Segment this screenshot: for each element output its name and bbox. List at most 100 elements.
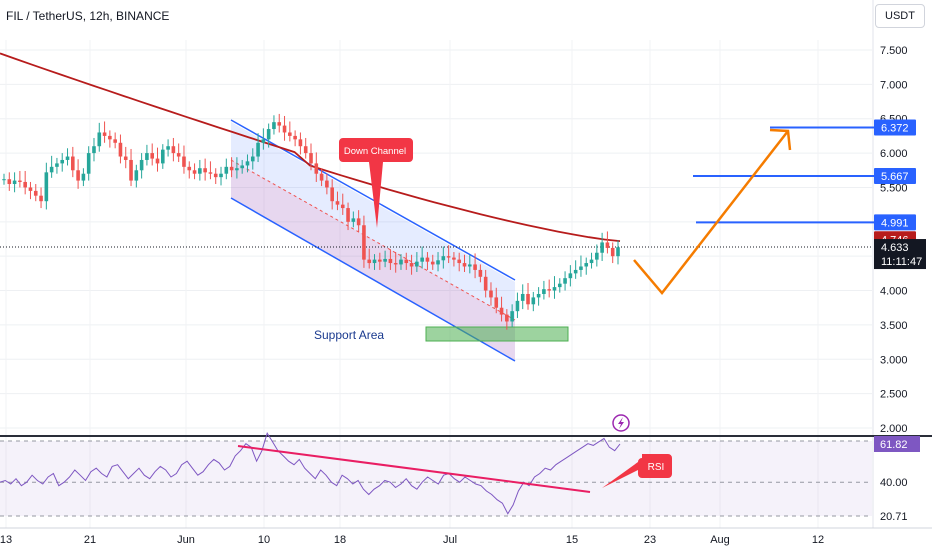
price-badge-label: 4.991 bbox=[881, 217, 909, 229]
candle-body bbox=[557, 283, 562, 288]
candle-body bbox=[436, 260, 440, 265]
candle-body bbox=[187, 166, 192, 171]
candle-body bbox=[430, 261, 435, 265]
rsi-line bbox=[0, 431, 621, 515]
candle-body bbox=[33, 190, 38, 196]
price-tick-label: 3.000 bbox=[880, 354, 908, 366]
candle-body bbox=[44, 172, 49, 202]
candle-body bbox=[489, 290, 493, 298]
time-tick-label: 21 bbox=[84, 534, 96, 546]
candle-body bbox=[150, 153, 155, 159]
currency-unit-button[interactable]: USDT bbox=[875, 4, 925, 28]
time-axis[interactable]: 13 21 Jun 10 18 Jul 15 23 Aug 12 bbox=[0, 534, 824, 546]
candle-body bbox=[478, 269, 483, 277]
candle-body bbox=[182, 156, 186, 167]
candle-body bbox=[272, 122, 276, 130]
rsi-current-value: 61.82 bbox=[880, 439, 908, 451]
down-channel-callout bbox=[339, 138, 413, 228]
candle-body bbox=[531, 297, 536, 305]
candle-body bbox=[520, 293, 525, 301]
rsi-callout bbox=[602, 454, 672, 488]
candle-body bbox=[198, 168, 202, 174]
candle-body bbox=[23, 181, 27, 188]
candle-body bbox=[542, 289, 546, 294]
candle-body bbox=[266, 129, 271, 140]
candle-body bbox=[102, 132, 107, 136]
lightning-bolt bbox=[618, 417, 624, 429]
moving-average-line bbox=[0, 52, 621, 242]
candle-body bbox=[610, 247, 615, 257]
candle-body bbox=[309, 153, 313, 164]
candle-body bbox=[579, 266, 583, 270]
candle-body bbox=[18, 180, 22, 182]
candle-body bbox=[415, 261, 419, 267]
price-badge bbox=[874, 214, 916, 231]
rsi-band bbox=[0, 441, 872, 516]
candle-body bbox=[616, 247, 620, 257]
candle-body bbox=[420, 257, 424, 262]
candle-body bbox=[65, 156, 70, 160]
support-area-label: Support Area bbox=[314, 328, 384, 342]
candle-body bbox=[139, 159, 144, 171]
candle-body bbox=[208, 172, 213, 174]
candle-body bbox=[240, 165, 244, 169]
candle-body bbox=[600, 242, 604, 253]
candle-body bbox=[49, 166, 54, 173]
rsi-series[interactable]: RSI bbox=[0, 431, 672, 515]
candle-body bbox=[303, 146, 308, 154]
last-price-badge bbox=[874, 239, 926, 270]
candle-body bbox=[192, 170, 197, 174]
candle-body bbox=[171, 146, 176, 154]
candle-body bbox=[325, 180, 329, 188]
projection-path bbox=[633, 130, 789, 295]
candle-body bbox=[584, 263, 589, 267]
candle-body bbox=[340, 204, 345, 209]
candle-body bbox=[123, 156, 128, 160]
candle-body bbox=[388, 258, 393, 264]
last-price-value: 4.633 bbox=[881, 242, 909, 254]
candle-body bbox=[288, 132, 292, 136]
candle-body bbox=[113, 139, 117, 143]
time-tick-label: 10 bbox=[258, 534, 270, 546]
candle-body bbox=[563, 278, 567, 284]
rsi-grid bbox=[0, 435, 932, 529]
candle-body bbox=[393, 263, 398, 265]
candle-body bbox=[60, 159, 65, 164]
rsi-trend-line bbox=[237, 445, 591, 493]
candle-body bbox=[203, 168, 207, 173]
price-tick-label: 3.500 bbox=[880, 320, 908, 332]
candle-body bbox=[92, 146, 96, 154]
time-tick-label: Jul bbox=[443, 534, 457, 546]
candle-body bbox=[536, 293, 541, 298]
candle-body bbox=[547, 289, 551, 291]
candle-body bbox=[441, 256, 446, 261]
candle-body bbox=[483, 276, 488, 291]
candle-body bbox=[510, 311, 514, 322]
candle-body bbox=[505, 314, 509, 322]
candle-body bbox=[467, 264, 472, 267]
candle-body bbox=[213, 173, 218, 178]
price-tick-label: 7.500 bbox=[880, 45, 908, 57]
candle-body bbox=[499, 307, 504, 315]
candle-body bbox=[298, 139, 303, 147]
candle-body bbox=[404, 259, 409, 264]
candlestick-series[interactable] bbox=[2, 113, 620, 330]
price-tick-label: 6.000 bbox=[880, 148, 908, 160]
price-badge-label: 6.372 bbox=[881, 123, 909, 135]
candle-body bbox=[346, 208, 350, 222]
candle-body bbox=[229, 166, 234, 171]
candle-body bbox=[28, 187, 33, 191]
candle-body bbox=[235, 168, 239, 171]
candle-body bbox=[277, 122, 282, 126]
candle-body bbox=[219, 173, 223, 178]
candle-body bbox=[224, 166, 229, 174]
price-tick-label: 5.500 bbox=[880, 182, 908, 194]
candle-body bbox=[118, 142, 123, 157]
candle-body bbox=[595, 252, 599, 260]
price-tick-label: 4.000 bbox=[880, 286, 908, 298]
candle-body bbox=[155, 158, 160, 164]
candle-body bbox=[145, 153, 149, 160]
candle-body bbox=[526, 293, 530, 305]
